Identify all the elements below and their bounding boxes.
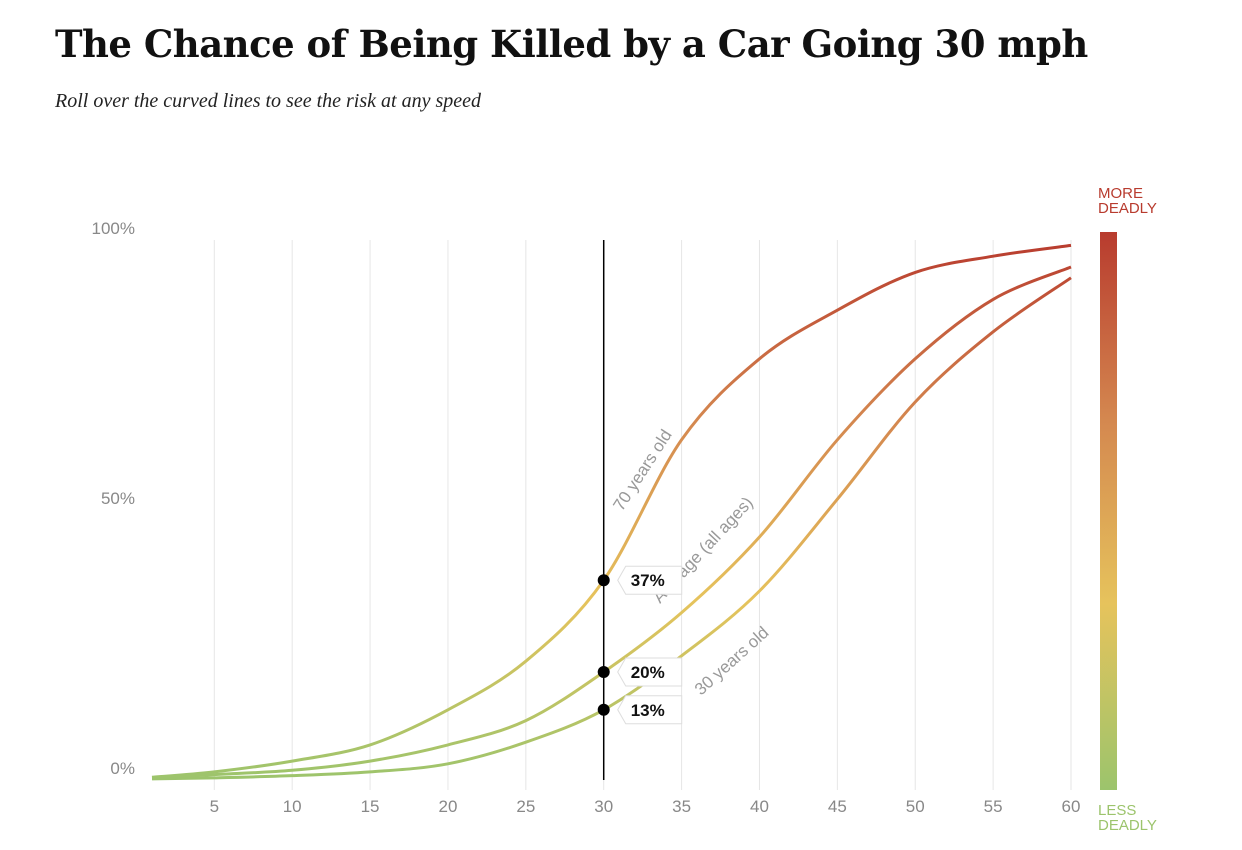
- marker-dot: [597, 574, 610, 587]
- value-label-box: [617, 695, 683, 725]
- y-tick-label: 100%: [92, 219, 135, 238]
- title: The Chance of Being Killed by a Car Goin…: [55, 22, 1088, 66]
- x-tick-label: 35: [672, 797, 691, 816]
- x-tick-label: 50: [906, 797, 925, 816]
- x-tick-label: 25: [516, 797, 535, 816]
- x-tick-label: 45: [828, 797, 847, 816]
- x-tick-label: 55: [984, 797, 1003, 816]
- marker-dot: [597, 703, 610, 716]
- marker-dot: [597, 666, 610, 678]
- series-line: [151, 243, 1072, 779]
- x-tick-label: 20: [438, 797, 457, 816]
- value-label: 13%: [631, 701, 665, 720]
- x-tick-label: 30: [594, 797, 613, 816]
- series-label: 70 years old: [609, 426, 675, 514]
- x-tick-label: 40: [750, 797, 769, 816]
- y-tick-label: 50%: [101, 489, 135, 508]
- x-tick-label: 15: [361, 797, 380, 816]
- series-line: [151, 265, 1072, 780]
- value-label: 37%: [631, 571, 665, 590]
- y-tick-label: 0%: [110, 759, 135, 778]
- x-tick-label: 10: [283, 797, 302, 816]
- subtitle: Roll over the curved lines to see the ri…: [55, 90, 481, 112]
- colorbar-top-label: MORE DEADLY: [1098, 185, 1157, 217]
- colorbar-bottom-label: LESS DEADLY: [1098, 802, 1157, 834]
- value-label-box: [617, 657, 683, 687]
- series-label: 30 years old: [691, 623, 773, 699]
- series-line: [151, 276, 1072, 781]
- value-label: 20%: [631, 663, 665, 682]
- x-tick-label: 60: [1062, 797, 1081, 816]
- x-tick-label: 5: [210, 797, 219, 816]
- colorbar: [1100, 232, 1117, 790]
- value-label-box: [617, 565, 683, 595]
